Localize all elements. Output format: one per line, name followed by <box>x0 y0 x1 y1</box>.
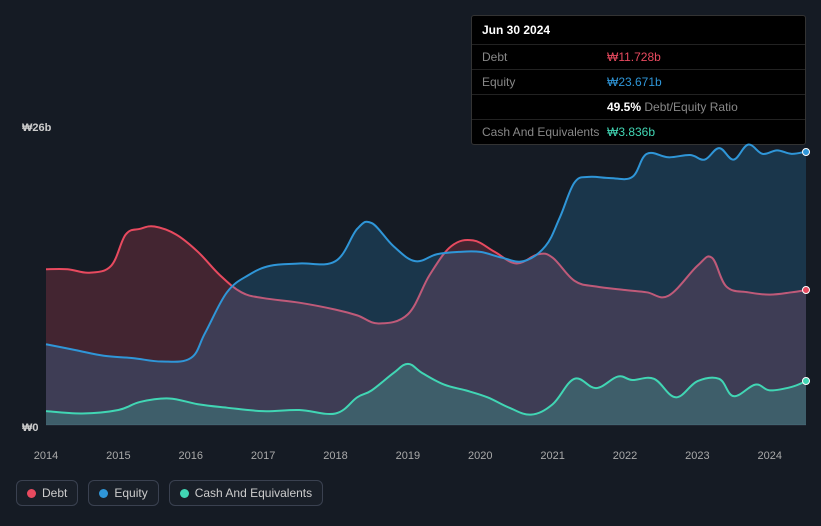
tooltip-row-value: ₩11.728b <box>607 50 661 64</box>
series-end-dot-icon <box>802 148 810 156</box>
x-axis-label: 2018 <box>323 450 347 462</box>
x-axis-label: 2019 <box>396 450 420 462</box>
legend-label: Debt <box>42 486 67 500</box>
x-axis-label: 2020 <box>468 450 492 462</box>
legend-label: Equity <box>114 486 147 500</box>
x-axis-label: 2016 <box>179 450 203 462</box>
x-axis-label: 2021 <box>540 450 564 462</box>
legend-item-equity[interactable]: Equity <box>88 480 158 506</box>
legend-item-cash[interactable]: Cash And Equivalents <box>169 480 323 506</box>
x-axis-label: 2015 <box>106 450 130 462</box>
x-axis-label: 2022 <box>613 450 637 462</box>
tooltip-date: Jun 30 2024 <box>472 16 805 44</box>
tooltip-row: Equity₩23.671b <box>472 69 805 94</box>
tooltip-row-label: Debt <box>482 50 607 64</box>
tooltip-row-label <box>482 100 607 114</box>
tooltip-row-value: 49.5% Debt/Equity Ratio <box>607 100 738 114</box>
legend-item-debt[interactable]: Debt <box>16 480 78 506</box>
legend-label: Cash And Equivalents <box>195 486 312 500</box>
series-end-dot-icon <box>802 377 810 385</box>
tooltip-row: Debt₩11.728b <box>472 44 805 69</box>
x-axis-label: 2024 <box>758 450 782 462</box>
chart-area <box>16 125 806 505</box>
area-chart <box>16 125 806 445</box>
x-axis-label: 2023 <box>685 450 709 462</box>
x-axis-label: 2014 <box>34 450 58 462</box>
x-axis-label: 2017 <box>251 450 275 462</box>
legend-dot-icon <box>27 489 36 498</box>
legend-dot-icon <box>99 489 108 498</box>
tooltip-row-label: Equity <box>482 75 607 89</box>
tooltip-row: 49.5% Debt/Equity Ratio <box>472 94 805 119</box>
legend-dot-icon <box>180 489 189 498</box>
series-end-dot-icon <box>802 286 810 294</box>
tooltip-row-value: ₩23.671b <box>607 75 662 89</box>
legend: Debt Equity Cash And Equivalents <box>16 480 323 506</box>
